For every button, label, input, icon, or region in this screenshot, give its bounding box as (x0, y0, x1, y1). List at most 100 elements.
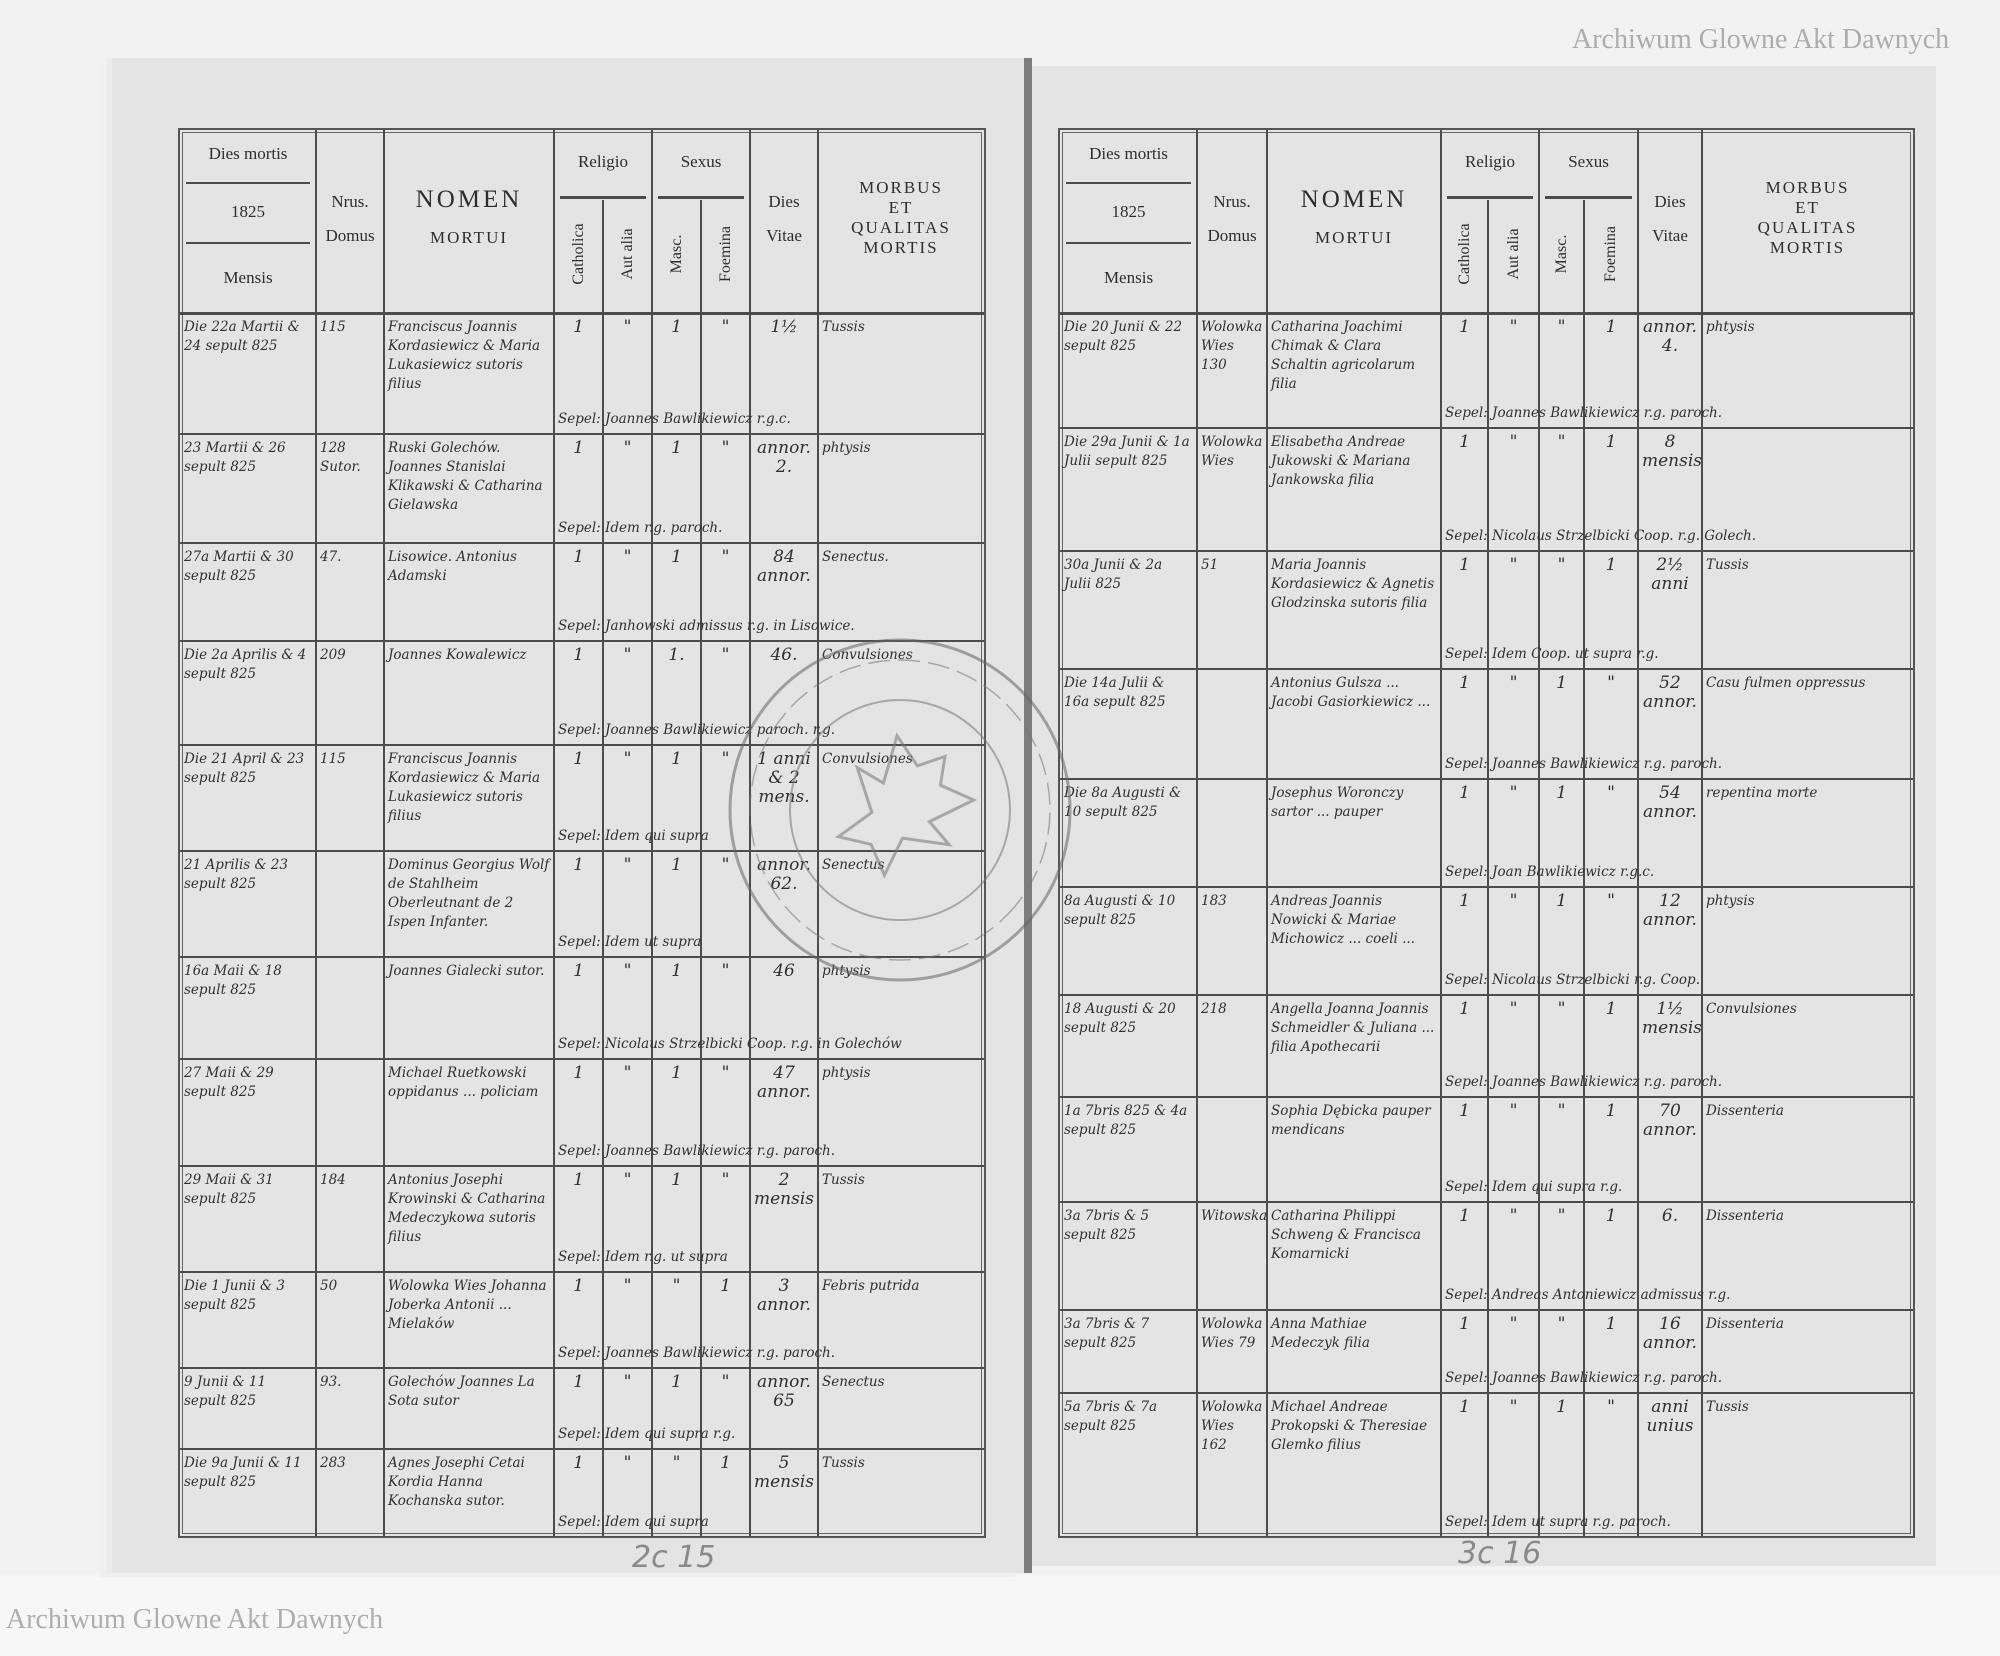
cell-morbus: Senectus. (822, 549, 889, 565)
cell-domus (316, 1064, 384, 1139)
cell-catholica: 1 (573, 548, 584, 567)
column-divider (1440, 130, 1442, 1536)
row-divider (1060, 427, 1913, 429)
header-masc: Masc. (667, 234, 685, 274)
cell-nomen: Maria Joannis Kordasiewicz & Agnetis Glo… (1271, 557, 1435, 611)
column-divider (1487, 200, 1489, 1536)
cell-aut-alia: " (1509, 1207, 1518, 1226)
cell-catholica: 1 (573, 1373, 584, 1392)
cell-sepultor: Sepel: Idem ut supra (558, 934, 702, 950)
cell-masc: 1 (671, 1064, 682, 1083)
column-divider (315, 130, 317, 1536)
row-divider (1060, 550, 1913, 552)
cell-nomen: Elisabetha Andreae Jukowski & Mariana Ja… (1271, 434, 1411, 488)
column-divider (553, 130, 555, 1536)
cell-dies-vitae: annor. 4. (1643, 318, 1697, 356)
cell-aut-alia: " (1509, 1315, 1518, 1334)
cell-foemina: " (1607, 674, 1615, 693)
cell-dies-vitae: 8 mensis (1642, 433, 1702, 471)
table-row: Die 14a Julii & 16a sepult 825 Antonius G… (1060, 668, 1913, 778)
cell-aut-alia: " (1509, 556, 1518, 575)
cell-morbus: phtysis (822, 440, 871, 456)
cell-foemina: " (721, 439, 730, 458)
header-nomen: NOMEN (415, 186, 523, 213)
cell-aut-alia: " (623, 750, 632, 769)
table-row: 5a 7bris & 7a sepult 825 Wolowka Wies 162… (1060, 1392, 1913, 1536)
cell-dies-vitae: 46 (773, 962, 795, 981)
cell-sepultor: Sepel: Nicolaus Strzelbicki Coop. r.g. i… (558, 1036, 902, 1052)
cell-date: 9 Junii & 11 sepult 825 (184, 1374, 267, 1409)
scan-background (0, 1575, 2000, 1656)
cell-date: 27a Martii & 30 sepult 825 (184, 549, 294, 584)
cell-masc: 1 (671, 856, 682, 875)
left-page (112, 58, 1027, 1573)
cell-domus (316, 856, 384, 930)
cell-aut-alia: " (623, 1454, 632, 1473)
header-catholica: Catholica (569, 223, 587, 285)
table-row: 3a 7bris & 7 sepult 825 Wolowka Wies 79 An… (1060, 1309, 1913, 1392)
archive-stamp (728, 638, 1072, 982)
cell-foemina: 1 (720, 1454, 731, 1473)
row-divider (180, 956, 984, 958)
cell-dies-vitae: 47 annor. (757, 1064, 811, 1102)
cell-foemina: 1 (720, 1277, 731, 1296)
cell-masc: " (1557, 433, 1566, 452)
header-catholica: Catholica (1455, 223, 1473, 285)
row-divider (180, 1058, 984, 1060)
sexus-rule (658, 196, 744, 199)
header-dies: Dies (768, 192, 800, 211)
religio-rule (1447, 196, 1533, 199)
cell-foemina: 1 (1605, 433, 1617, 452)
cell-date: 16a Maii & 18 sepult 825 (184, 963, 282, 998)
eagle-emblem (834, 732, 978, 879)
cell-masc: 1 (1556, 674, 1567, 693)
cell-nomen: Ruski Golechów. Joannes Stanislai Klikaw… (388, 440, 543, 513)
date-subrule (1066, 242, 1191, 244)
row-divider (180, 433, 984, 435)
cell-aut-alia: " (623, 1171, 632, 1190)
cell-catholica: 1 (1459, 1102, 1470, 1121)
cell-nomen: Dominus Georgius Wolf de Stahlheim Oberl… (388, 857, 550, 930)
cell-date: 30a Junii & 2a Julii 825 (1064, 557, 1163, 592)
cell-date: 29 Maii & 31 sepult 825 (184, 1172, 274, 1207)
cell-sepultor: Sepel: Idem Coop. ut supra r.g. (1445, 646, 1659, 662)
cell-domus: 50 (320, 1278, 338, 1294)
cell-catholica: 1 (573, 1277, 584, 1296)
header-mortis: MORTIS (1769, 238, 1846, 257)
cell-catholica: 1 (573, 1171, 584, 1190)
column-divider (383, 130, 385, 1536)
cell-morbus: Convulsiones (822, 647, 913, 663)
cell-morbus: Febris putrida (822, 1278, 920, 1294)
cell-morbus: Senectus (822, 857, 885, 873)
cell-date: Die 1 Junii & 3 sepult 825 (184, 1278, 285, 1313)
cell-nomen: Angella Joanna Joannis Schmeidler & Juli… (1271, 1001, 1435, 1055)
cell-aut-alia: " (1509, 1102, 1518, 1121)
cell-aut-alia: " (623, 439, 632, 458)
column-divider (1266, 130, 1268, 1536)
cell-domus: 115 (320, 319, 346, 335)
cell-nomen: Joannes Gialecki sutor. (388, 963, 545, 979)
cell-dies-vitae: 5 mensis (754, 1454, 815, 1492)
header-vitae: Vitae (766, 226, 802, 245)
date-subrule (1066, 182, 1191, 184)
table-row: 8a Augusti & 10 sepult 825 183 Andreas Joa… (1060, 886, 1913, 994)
cell-catholica: 1 (573, 646, 584, 665)
cell-foemina: " (721, 646, 730, 665)
cell-aut-alia: " (1509, 892, 1518, 911)
cell-masc: " (1557, 318, 1566, 337)
cell-morbus: phtysis (1706, 319, 1755, 335)
cell-foemina: 1 (1605, 556, 1617, 575)
cell-domus: 184 (320, 1172, 346, 1188)
cell-nomen: Michael Andreae Prokopski & Theresiae Gl… (1271, 1399, 1428, 1453)
cell-nomen: Michael Ruetkowski oppidanus ... policia… (388, 1065, 539, 1100)
cell-aut-alia: " (623, 548, 632, 567)
cell-nomen: Agnes Josephi Cetai Kordia Hanna Kochans… (388, 1455, 525, 1509)
cell-domus: 183 (1201, 893, 1227, 909)
cell-dies-vitae: annor. 62. (757, 856, 811, 894)
cell-nomen: Antonius Josephi Krowinski & Catharina M… (388, 1172, 546, 1245)
cell-aut-alia: " (623, 962, 632, 981)
cell-dies-vitae: 84 annor. (757, 548, 811, 586)
date-subrule (186, 242, 310, 244)
cell-dies-vitae: 1½ mensis (1642, 1000, 1702, 1038)
cell-foemina: " (721, 750, 730, 769)
